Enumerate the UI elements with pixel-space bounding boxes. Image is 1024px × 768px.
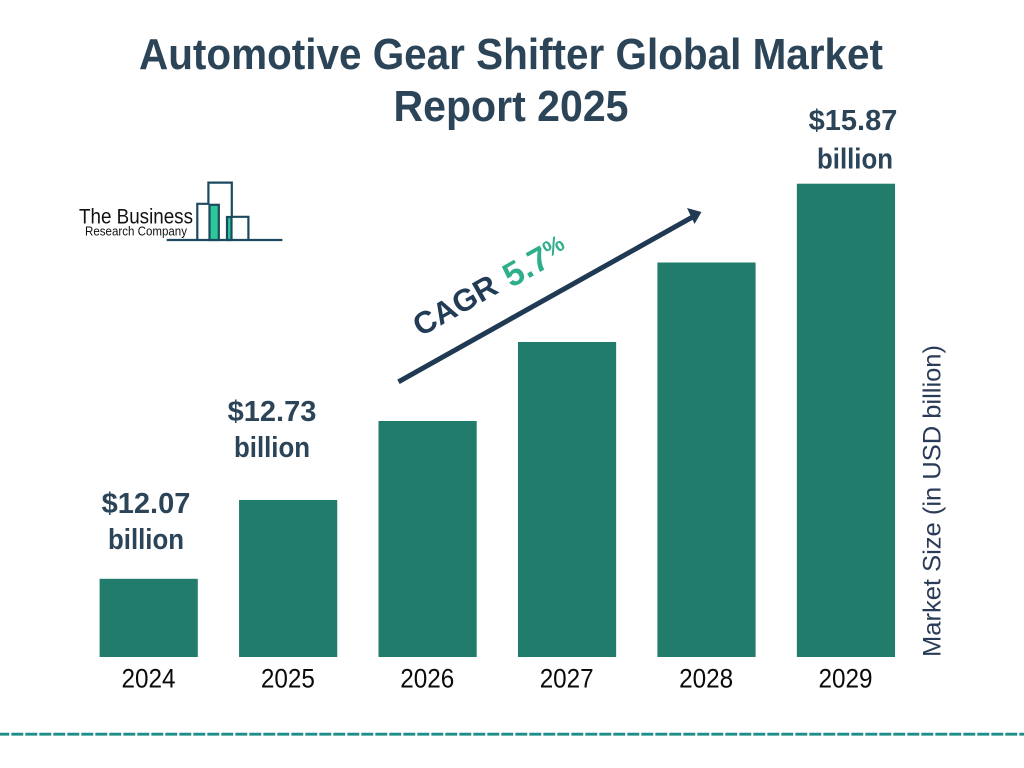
svg-text:billion: billion: [108, 524, 184, 556]
svg-text:Market Size (in USD billion): Market Size (in USD billion): [919, 345, 947, 657]
svg-text:2024: 2024: [122, 664, 176, 694]
svg-text:2025: 2025: [261, 664, 315, 694]
svg-text:2026: 2026: [400, 664, 454, 694]
svg-text:$15.87: $15.87: [809, 105, 898, 137]
svg-text:Research Company: Research Company: [85, 225, 188, 239]
svg-text:billion: billion: [234, 432, 310, 464]
svg-text:Automotive Gear Shifter Global: Automotive Gear Shifter Global Market: [139, 30, 883, 79]
svg-text:2027: 2027: [540, 664, 594, 694]
svg-text:billion: billion: [817, 144, 893, 176]
svg-text:2029: 2029: [819, 664, 873, 694]
svg-text:The Business: The Business: [79, 206, 193, 229]
svg-text:$12.73: $12.73: [228, 396, 317, 428]
svg-text:$12.07: $12.07: [102, 488, 191, 520]
svg-text:Report 2025: Report 2025: [394, 82, 629, 131]
svg-text:2028: 2028: [679, 664, 733, 694]
